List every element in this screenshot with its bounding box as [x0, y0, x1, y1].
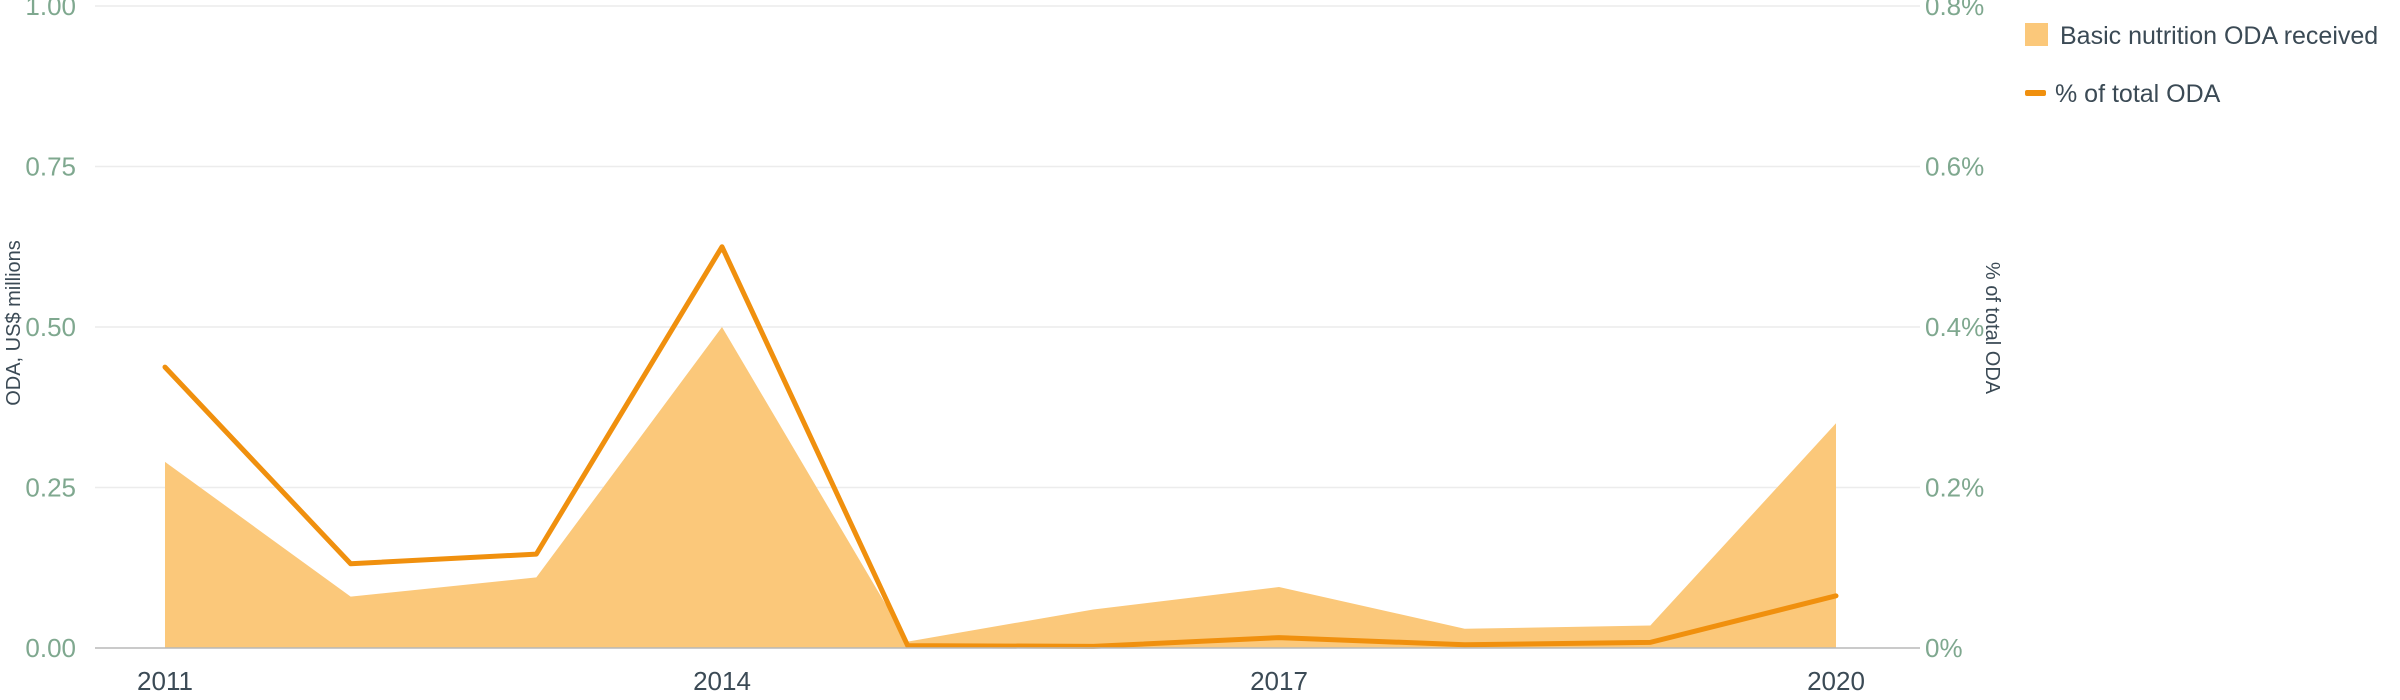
x-tick-label: 2020: [1807, 666, 1865, 696]
line-percent-total-oda[interactable]: [162, 244, 1839, 649]
right-tick-label: 0.2%: [1925, 473, 1984, 503]
right-axis-ticks: 0% 0.2% 0.4% 0.6% 0.8%: [1925, 0, 1984, 663]
x-tick-label: 2014: [693, 666, 751, 696]
gridlines: [95, 5, 1920, 489]
left-tick-label: 0.50: [25, 312, 76, 342]
legend-label-area[interactable]: Basic nutrition ODA received: [2060, 22, 2378, 50]
right-tick-label: 0.8%: [1925, 0, 1984, 21]
x-tick-label: 2011: [137, 666, 193, 696]
left-tick-label: 0.25: [25, 473, 76, 503]
x-tick-label: 2017: [1250, 666, 1308, 696]
line-series-layer: [162, 244, 1839, 649]
left-tick-label: 1.00: [25, 0, 76, 21]
right-tick-label: 0.6%: [1925, 152, 1984, 182]
area-basic-nutrition-oda[interactable]: [165, 327, 1836, 648]
legend-swatch-area[interactable]: [2025, 23, 2048, 46]
legend-swatch-line[interactable]: [2025, 90, 2046, 96]
right-axis-title: % of total ODA: [1981, 262, 2003, 395]
right-tick-label: 0.4%: [1925, 312, 1984, 342]
area-series-layer: [165, 327, 1836, 648]
left-axis-title: ODA, US$ millions: [3, 240, 25, 406]
left-axis-ticks: 0.00 0.25 0.50 0.75 1.00: [25, 0, 76, 663]
legend: Basic nutrition ODA received % of total …: [2025, 22, 2378, 108]
left-tick-label: 0.75: [25, 152, 76, 182]
x-axis-ticks: 2011 2014 2017 2020: [137, 666, 1865, 696]
left-tick-label: 0.00: [25, 633, 76, 663]
legend-label-line[interactable]: % of total ODA: [2055, 80, 2221, 108]
right-tick-label: 0%: [1925, 633, 1963, 663]
